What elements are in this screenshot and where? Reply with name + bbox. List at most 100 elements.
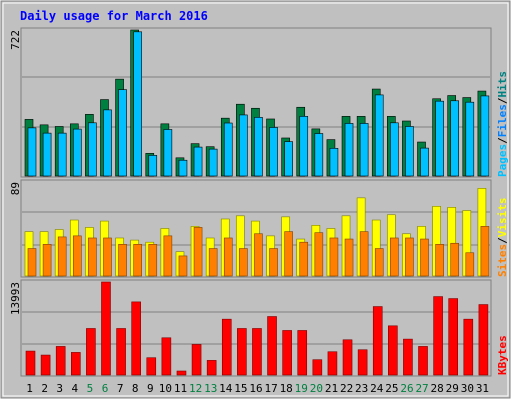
x-tick-label: 8 <box>132 382 139 395</box>
bar-kbytes-day-30 <box>463 318 474 376</box>
bar-sites-day-19 <box>299 241 309 277</box>
bar-sites-day-27 <box>420 238 429 277</box>
bar-files-day-11 <box>178 159 188 177</box>
bar-sites-day-1 <box>27 248 37 277</box>
bar-sites-day-12 <box>193 227 203 277</box>
bar-sites-day-15 <box>239 248 248 277</box>
bar-kbytes-day-28 <box>433 296 443 376</box>
bar-files-day-1 <box>27 127 37 177</box>
bar-files-day-8 <box>133 31 142 177</box>
panel-hits-files-pages: 722 Pages/Files/Hits <box>9 27 509 178</box>
bar-files-day-19 <box>299 116 309 177</box>
x-tick-label: 15 <box>234 382 247 395</box>
x-tick-label: 20 <box>310 382 323 395</box>
legend-hits: Hits <box>496 71 509 98</box>
x-tick-label: 30 <box>461 382 474 395</box>
bar-kbytes-day-8 <box>131 301 141 376</box>
x-tick-label: 4 <box>72 382 79 395</box>
x-tick-label: 29 <box>446 382 459 395</box>
bar-files-day-26 <box>405 126 414 177</box>
bar-kbytes-day-10 <box>161 337 172 376</box>
bar-sites-day-3 <box>57 236 67 277</box>
x-tick-label: 21 <box>325 382 338 395</box>
bar-sites-day-9 <box>148 244 158 277</box>
bar-files-day-4 <box>72 128 82 177</box>
bar-sites-day-14 <box>223 237 233 277</box>
bar-files-day-18 <box>284 141 293 177</box>
bar-sites-day-5 <box>88 237 97 277</box>
bar-sites-day-22 <box>344 238 354 277</box>
legend: Sites/Visits <box>496 198 509 278</box>
legend-sites: Sites <box>496 244 509 277</box>
bar-sites-day-26 <box>405 237 414 277</box>
bar-kbytes-day-11 <box>176 370 187 376</box>
bar-sites-day-11 <box>178 255 188 277</box>
bar-sites-day-4 <box>72 235 82 277</box>
bar-files-day-17 <box>269 127 278 177</box>
y-max-label: 89 <box>9 182 22 195</box>
bar-files-day-27 <box>420 147 429 177</box>
bar-kbytes-day-25 <box>388 325 398 376</box>
bar-sites-day-7 <box>118 244 127 277</box>
bar-files-day-23 <box>359 123 369 177</box>
bar-kbytes-day-23 <box>357 349 368 376</box>
bar-kbytes-day-19 <box>297 330 308 376</box>
bar-files-day-31 <box>480 95 490 177</box>
x-tick-label: 31 <box>476 382 489 395</box>
bar-sites-day-29 <box>450 242 460 277</box>
bar-kbytes-day-31 <box>478 304 489 376</box>
bar-kbytes-day-27 <box>418 346 428 376</box>
legend: Pages/Files/Hits <box>496 71 509 177</box>
bar-sites-day-21 <box>329 237 339 277</box>
bar-sites-day-25 <box>390 237 399 277</box>
bar-kbytes-day-24 <box>372 306 383 376</box>
bar-sites-day-6 <box>103 237 112 277</box>
bars-hits-files-pages <box>24 29 490 177</box>
x-tick-label: 18 <box>280 382 293 395</box>
x-tick-label: 22 <box>340 382 353 395</box>
bars-kbytes <box>25 281 489 376</box>
bar-files-day-6 <box>103 109 112 177</box>
x-tick-label: 25 <box>385 382 398 395</box>
x-tick-label: 6 <box>102 382 109 395</box>
bar-kbytes-day-29 <box>448 298 459 376</box>
bar-kbytes-day-13 <box>206 360 217 376</box>
bar-kbytes-day-4 <box>70 352 81 376</box>
bar-kbytes-day-21 <box>327 351 338 376</box>
bar-sites-day-24 <box>374 248 384 277</box>
bar-files-day-25 <box>390 122 399 177</box>
x-tick-label: 27 <box>415 382 428 395</box>
x-tick-label: 9 <box>147 382 154 395</box>
bar-kbytes-day-3 <box>55 346 66 376</box>
legend-kbytes: KBytes <box>496 335 509 375</box>
bar-sites-day-10 <box>163 235 173 277</box>
panel-kbytes: 13993 KBytes <box>9 279 509 377</box>
bar-kbytes-day-7 <box>116 328 126 376</box>
legend-pages: Pages <box>496 144 509 177</box>
bar-sites-day-8 <box>133 244 142 277</box>
bar-files-day-15 <box>239 114 248 177</box>
x-tick-label: 11 <box>174 382 187 395</box>
x-tick-label: 28 <box>431 382 444 395</box>
bar-kbytes-day-1 <box>25 350 36 376</box>
bar-kbytes-day-20 <box>312 359 323 376</box>
bar-sites-day-2 <box>42 244 52 277</box>
x-tick-label: 14 <box>219 382 233 395</box>
bar-kbytes-day-6 <box>101 281 111 376</box>
x-tick-label: 19 <box>295 382 308 395</box>
panel-visits-sites: 89 Sites/Visits <box>9 179 509 278</box>
bar-files-day-29 <box>450 100 460 177</box>
bar-kbytes-day-17 <box>267 316 277 376</box>
bar-files-day-12 <box>193 146 203 177</box>
bar-sites-day-20 <box>314 232 324 277</box>
bar-files-day-16 <box>254 117 263 177</box>
x-tick-label: 1 <box>26 382 33 395</box>
x-tick-label: 16 <box>249 382 262 395</box>
bar-kbytes-day-14 <box>221 318 232 376</box>
x-tick-label: 23 <box>355 382 368 395</box>
bar-kbytes-day-12 <box>191 344 202 376</box>
y-max-label: 13993 <box>9 282 22 315</box>
bar-files-day-20 <box>314 133 324 177</box>
bar-kbytes-day-26 <box>403 338 413 376</box>
bar-files-day-13 <box>208 148 218 177</box>
